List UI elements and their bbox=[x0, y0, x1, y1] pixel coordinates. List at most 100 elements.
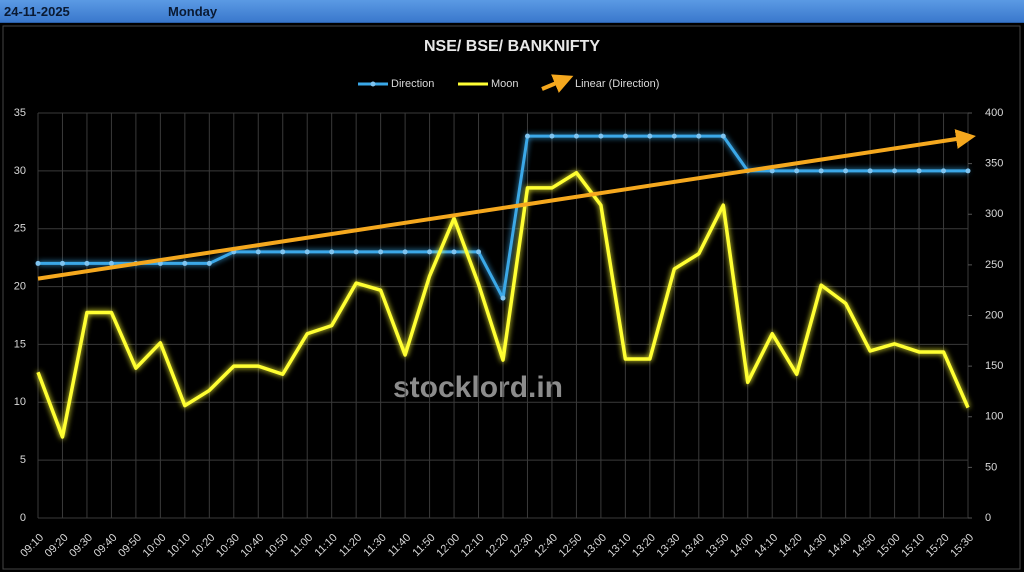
marker bbox=[892, 168, 898, 174]
marker bbox=[818, 168, 824, 174]
legend-label: Direction bbox=[391, 78, 434, 90]
x-tick-label: 13:20 bbox=[630, 532, 658, 560]
y-tick-label: 10 bbox=[14, 396, 26, 408]
watermark: stocklord.in bbox=[393, 371, 563, 404]
legend-label: Moon bbox=[491, 78, 519, 90]
x-tick-label: 10:30 bbox=[214, 532, 242, 560]
x-tick-label: 14:10 bbox=[752, 532, 780, 560]
x-tick-label: 12:00 bbox=[434, 532, 462, 560]
marker bbox=[549, 133, 555, 139]
date: 24-11-2025 bbox=[4, 4, 70, 19]
x-tick-label: 11:30 bbox=[361, 532, 388, 559]
marker bbox=[280, 249, 286, 255]
marker bbox=[843, 168, 849, 174]
x-tick-label: 12:50 bbox=[557, 532, 585, 560]
x-tick-label: 11:20 bbox=[337, 532, 364, 559]
x-tick-label: 12:10 bbox=[459, 532, 487, 560]
x-tick-label: 13:30 bbox=[655, 532, 683, 560]
y2-tick-label: 100 bbox=[985, 411, 1003, 423]
x-tick-label: 11:40 bbox=[386, 532, 413, 559]
x-tick-label: 13:50 bbox=[703, 532, 731, 560]
marker bbox=[647, 133, 653, 139]
x-tick-label: 13:00 bbox=[581, 532, 609, 560]
series-line bbox=[36, 170, 970, 439]
marker bbox=[476, 249, 482, 255]
marker bbox=[867, 168, 873, 174]
marker bbox=[108, 260, 114, 266]
x-tick-label: 09:30 bbox=[67, 532, 95, 560]
marker bbox=[35, 260, 41, 266]
marker bbox=[671, 133, 677, 139]
x-tick-label: 10:10 bbox=[165, 532, 193, 560]
legend-marker bbox=[370, 81, 376, 87]
trendline bbox=[37, 129, 976, 281]
x-tick-label: 14:30 bbox=[801, 532, 829, 560]
marker bbox=[353, 249, 359, 255]
y2-tick-label: 400 bbox=[985, 107, 1003, 119]
x-tick-label: 10:50 bbox=[263, 532, 291, 560]
x-tick-label: 10:20 bbox=[190, 532, 218, 560]
x-tick-label: 12:30 bbox=[508, 532, 536, 560]
x-tick-label: 14:40 bbox=[826, 532, 854, 560]
y2-tick-label: 150 bbox=[985, 360, 1003, 372]
x-tick-label: 15:10 bbox=[899, 532, 927, 560]
x-tick-label: 13:40 bbox=[679, 532, 707, 560]
marker bbox=[524, 133, 530, 139]
marker bbox=[84, 260, 90, 266]
chart-border bbox=[2, 25, 1021, 570]
y-tick-label: 30 bbox=[14, 165, 26, 177]
x-tick-label: 14:20 bbox=[777, 532, 805, 560]
y2-tick-label: 250 bbox=[985, 259, 1003, 271]
y2-tick-label: 200 bbox=[985, 309, 1003, 321]
marker bbox=[378, 249, 384, 255]
marker bbox=[206, 260, 212, 266]
legend-swatch bbox=[541, 74, 574, 93]
marker bbox=[696, 133, 702, 139]
y-tick-label: 25 bbox=[14, 223, 26, 235]
x-tick-label: 14:50 bbox=[850, 532, 878, 560]
x-tick-label: 10:00 bbox=[141, 532, 169, 560]
legend-label: Linear (Direction) bbox=[575, 78, 659, 90]
marker bbox=[402, 249, 408, 255]
x-tick-label: 09:10 bbox=[18, 532, 46, 560]
chart: NSE/ BSE/ BANKNIFTY stocklord.in 0 5 10 15 2… bbox=[2, 25, 1021, 570]
marker bbox=[500, 295, 506, 301]
day: Monday bbox=[168, 4, 218, 19]
x-tick-label: 11:50 bbox=[410, 532, 437, 559]
x-tick-label: 15:20 bbox=[924, 532, 952, 560]
x-tick-label: 13:10 bbox=[606, 532, 634, 560]
y-tick-label: 20 bbox=[14, 280, 26, 292]
marker bbox=[59, 260, 65, 266]
marker bbox=[304, 249, 310, 255]
marker bbox=[916, 168, 922, 174]
marker bbox=[598, 133, 604, 139]
x-tick-label: 14:00 bbox=[728, 532, 756, 560]
y2-tick-label: 50 bbox=[985, 461, 997, 473]
x-tick-label: 11:00 bbox=[288, 532, 315, 559]
marker bbox=[965, 168, 971, 174]
x-tick-label: 12:40 bbox=[532, 532, 560, 560]
marker bbox=[573, 133, 579, 139]
chart-title: NSE/ BSE/ BANKNIFTY bbox=[424, 38, 600, 55]
marker bbox=[769, 168, 775, 174]
marker bbox=[622, 133, 628, 139]
x-tick-label: 12:20 bbox=[483, 532, 511, 560]
x-tick-label: 15:30 bbox=[948, 532, 976, 560]
x-tick-label: 10:40 bbox=[238, 532, 266, 560]
y-tick-label: 15 bbox=[14, 338, 26, 350]
marker bbox=[255, 249, 261, 255]
marker bbox=[182, 260, 188, 266]
y2-tick-label: 350 bbox=[985, 158, 1003, 170]
y-tick-label: 35 bbox=[14, 107, 26, 119]
marker bbox=[451, 249, 457, 255]
marker bbox=[329, 249, 335, 255]
marker bbox=[941, 168, 947, 174]
top-bar: 24-11-2025 Monday bbox=[0, 0, 1024, 23]
y2-tick-label: 0 bbox=[985, 512, 991, 524]
marker bbox=[720, 133, 726, 139]
x-tick-label: 15:00 bbox=[875, 532, 903, 560]
x-tick-label: 09:20 bbox=[43, 532, 71, 560]
x-tick-label: 09:50 bbox=[116, 532, 144, 560]
x-tick-label: 09:40 bbox=[92, 532, 120, 560]
